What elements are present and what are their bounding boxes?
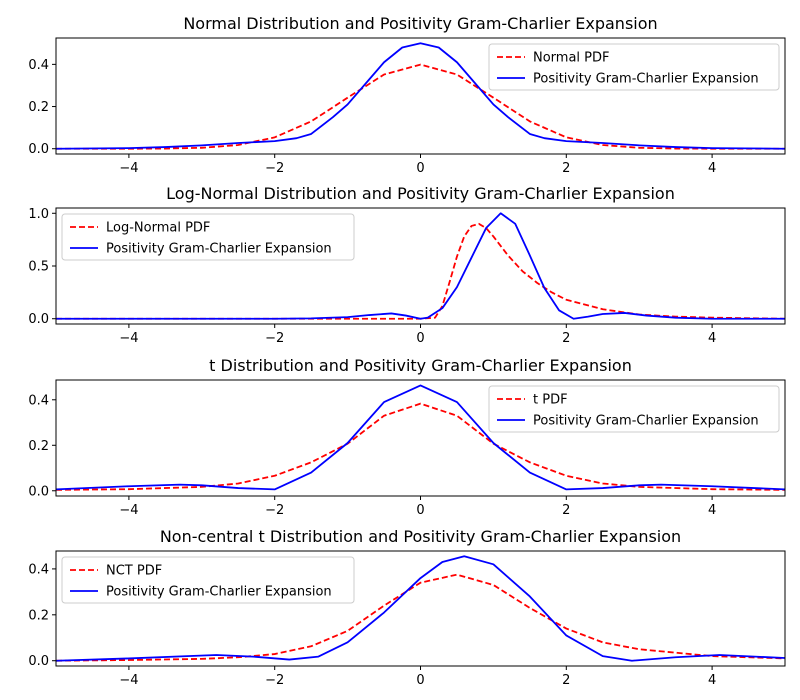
- legend-box: [61, 556, 355, 604]
- legend-label: Normal PDF: [533, 51, 610, 66]
- x-tick-label: −4: [119, 161, 138, 176]
- x-tick-label: 0: [416, 673, 424, 688]
- legend-label: Positivity Gram-Charlier Expansion: [533, 72, 759, 87]
- x-tick-label: −2: [265, 161, 284, 176]
- x-tick-label: −4: [119, 331, 138, 346]
- chart-panel-4: Non-central t Distribution and Positivit…: [28, 527, 786, 688]
- y-tick-label: 0.0: [28, 484, 49, 499]
- legend: Normal PDF Positivity Gram-Charlier Expan…: [488, 43, 780, 91]
- x-tick-label: 2: [562, 161, 570, 176]
- x-tick-label: 4: [708, 673, 716, 688]
- y-tick-label: 0.4: [28, 58, 49, 73]
- legend-box: [61, 213, 355, 261]
- chart-panel-2: Log-Normal Distribution and Positivity G…: [28, 184, 786, 346]
- legend-label: t PDF: [533, 393, 568, 408]
- y-tick-label: 0.4: [28, 562, 49, 577]
- pdf-series-line: [56, 402, 785, 491]
- legend-label: Log-Normal PDF: [106, 221, 210, 236]
- y-tick-label: 0.2: [28, 608, 49, 623]
- x-tick-label: 0: [416, 331, 424, 346]
- expansion-series-line: [56, 384, 785, 491]
- legend: Log-Normal PDF Positivity Gram-Charlier E…: [61, 213, 355, 261]
- legend-label: Positivity Gram-Charlier Expansion: [106, 242, 332, 257]
- legend: t PDF Positivity Gram-Charlier Expansion: [488, 385, 780, 433]
- chart-panel-3: t Distribution and Positivity Gram-Charl…: [28, 356, 786, 518]
- x-tick-label: −2: [265, 673, 284, 688]
- y-tick-label: 0.0: [28, 312, 49, 327]
- x-tick-label: 4: [708, 331, 716, 346]
- legend-label: Positivity Gram-Charlier Expansion: [533, 414, 759, 429]
- y-tick-label: 0.0: [28, 142, 49, 157]
- x-tick-label: −2: [265, 331, 284, 346]
- pdf-series-line: [56, 573, 785, 662]
- chart-title: t Distribution and Positivity Gram-Charl…: [209, 356, 632, 375]
- y-tick-label: 0.0: [28, 654, 49, 669]
- x-tick-label: 0: [416, 503, 424, 518]
- x-tick-label: 4: [708, 161, 716, 176]
- x-tick-label: 2: [562, 673, 570, 688]
- expansion-series-line: [56, 42, 785, 150]
- legend: NCT PDF Positivity Gram-Charlier Expansio…: [61, 556, 355, 604]
- x-tick-label: 0: [416, 161, 424, 176]
- x-tick-label: −4: [119, 503, 138, 518]
- legend-label: Positivity Gram-Charlier Expansion: [106, 585, 332, 600]
- chart-title: Normal Distribution and Positivity Gram-…: [183, 14, 657, 33]
- x-tick-label: −4: [119, 673, 138, 688]
- expansion-series-line: [56, 212, 785, 320]
- y-tick-label: 0.2: [28, 100, 49, 115]
- y-tick-label: 0.5: [28, 260, 49, 275]
- legend-box: [488, 43, 780, 91]
- pdf-series-line: [56, 222, 785, 320]
- x-tick-label: 2: [562, 503, 570, 518]
- expansion-series-line: [56, 555, 785, 662]
- y-tick-label: 1.0: [28, 207, 49, 222]
- x-tick-label: 2: [562, 331, 570, 346]
- x-tick-label: 4: [708, 503, 716, 518]
- y-tick-label: 0.2: [28, 439, 49, 454]
- legend-box: [488, 385, 780, 433]
- chart-title: Non-central t Distribution and Positivit…: [160, 527, 681, 546]
- x-tick-label: −2: [265, 503, 284, 518]
- y-tick-label: 0.4: [28, 393, 49, 408]
- chart-panel-1: Normal Distribution and Positivity Gram-…: [28, 14, 786, 176]
- chart-title: Log-Normal Distribution and Positivity G…: [166, 184, 675, 203]
- pdf-series-line: [56, 63, 785, 150]
- legend-label: NCT PDF: [106, 564, 162, 579]
